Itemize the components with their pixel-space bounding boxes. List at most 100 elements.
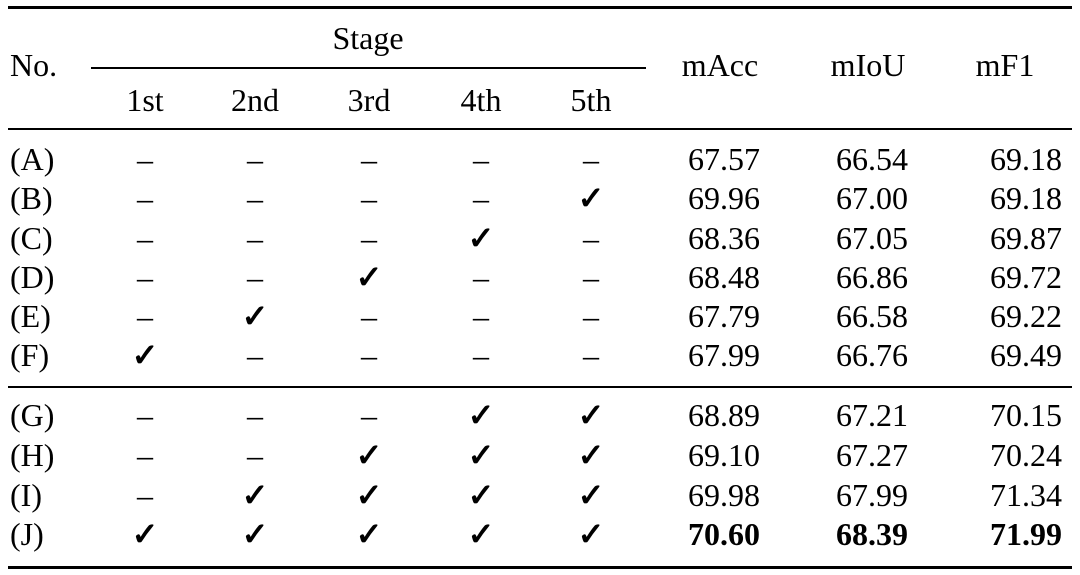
dash-icon: – (361, 220, 377, 256)
stage-cmidrule (91, 67, 646, 69)
dash-icon: – (583, 298, 599, 334)
dash-icon: – (473, 180, 489, 216)
row-label: (J) (10, 516, 44, 552)
header-stage-4: 4th (460, 82, 502, 118)
dash-icon: – (583, 141, 599, 177)
cell-miou: 66.76 (836, 337, 908, 373)
row-label: (E) (10, 298, 51, 334)
row-label: (D) (10, 259, 55, 295)
check-icon: ✓ (131, 337, 159, 373)
cell-macc: 69.96 (688, 180, 760, 216)
dash-icon: – (137, 259, 153, 295)
dash-icon: – (137, 437, 153, 473)
cell-macc: 68.36 (688, 220, 760, 256)
cell-mf1: 69.22 (990, 298, 1062, 334)
dash-icon: – (583, 220, 599, 256)
header-miou: mIoU (830, 47, 906, 83)
cell-mf1: 69.49 (990, 337, 1062, 373)
header-mf1: mF1 (975, 47, 1035, 83)
dash-icon: – (137, 397, 153, 433)
cell-mf1: 71.99 (990, 516, 1062, 552)
cell-miou: 67.99 (836, 477, 908, 513)
cell-mf1: 70.15 (990, 397, 1062, 433)
header-macc: mAcc (681, 47, 759, 83)
dash-icon: – (361, 180, 377, 216)
dash-icon: – (473, 259, 489, 295)
check-icon: ✓ (467, 516, 495, 552)
header-stage-2: 2nd (231, 82, 279, 118)
cell-miou: 66.54 (836, 141, 908, 177)
check-icon: ✓ (355, 437, 383, 473)
dash-icon: – (583, 337, 599, 373)
cell-mf1: 71.34 (990, 477, 1062, 513)
dash-icon: – (247, 220, 263, 256)
dash-icon: – (361, 141, 377, 177)
cell-miou: 66.58 (836, 298, 908, 334)
cell-miou: 67.00 (836, 180, 908, 216)
bottom-rule (8, 566, 1072, 569)
check-icon: ✓ (577, 180, 605, 216)
dash-icon: – (473, 337, 489, 373)
dash-icon: – (247, 437, 263, 473)
check-icon: ✓ (355, 259, 383, 295)
dash-icon: – (137, 180, 153, 216)
dash-icon: – (137, 220, 153, 256)
check-icon: ✓ (241, 516, 269, 552)
dash-icon: – (247, 141, 263, 177)
cell-macc: 68.48 (688, 259, 760, 295)
row-label: (A) (10, 141, 55, 177)
dash-icon: – (473, 141, 489, 177)
row-label: (C) (10, 220, 53, 256)
header-rule (8, 128, 1072, 130)
cell-macc: 69.98 (688, 477, 760, 513)
check-icon: ✓ (355, 477, 383, 513)
cell-mf1: 69.72 (990, 259, 1062, 295)
header-stage: Stage (332, 20, 404, 56)
dash-icon: – (247, 180, 263, 216)
dash-icon: – (361, 298, 377, 334)
dash-icon: – (247, 337, 263, 373)
row-label: (F) (10, 337, 50, 373)
header-stage-5: 5th (570, 82, 612, 118)
cell-macc: 67.79 (688, 298, 760, 334)
dash-icon: – (361, 337, 377, 373)
dash-icon: – (137, 477, 153, 513)
check-icon: ✓ (577, 477, 605, 513)
cell-mf1: 69.18 (990, 141, 1062, 177)
cell-macc: 67.57 (688, 141, 760, 177)
check-icon: ✓ (131, 516, 159, 552)
row-label: (H) (10, 437, 55, 473)
check-icon: ✓ (241, 298, 269, 334)
check-icon: ✓ (467, 477, 495, 513)
dash-icon: – (247, 259, 263, 295)
check-icon: ✓ (577, 437, 605, 473)
dash-icon: – (137, 298, 153, 334)
check-icon: ✓ (467, 437, 495, 473)
cell-macc: 70.60 (688, 516, 760, 552)
cell-miou: 67.27 (836, 437, 908, 473)
check-icon: ✓ (577, 516, 605, 552)
check-icon: ✓ (241, 477, 269, 513)
group-separator-rule (8, 386, 1072, 388)
check-icon: ✓ (577, 397, 605, 433)
row-label: (B) (10, 180, 53, 216)
check-icon: ✓ (355, 516, 383, 552)
dash-icon: – (583, 259, 599, 295)
check-icon: ✓ (467, 220, 495, 256)
top-rule (8, 6, 1072, 9)
cell-miou: 67.21 (836, 397, 908, 433)
row-label: (G) (10, 397, 55, 433)
cell-mf1: 70.24 (990, 437, 1062, 473)
cell-macc: 68.89 (688, 397, 760, 433)
dash-icon: – (473, 298, 489, 334)
cell-macc: 69.10 (688, 437, 760, 473)
header-stage-3: 3rd (347, 82, 391, 118)
cell-miou: 67.05 (836, 220, 908, 256)
row-label: (I) (10, 477, 42, 513)
cell-miou: 66.86 (836, 259, 908, 295)
cell-mf1: 69.18 (990, 180, 1062, 216)
cell-miou: 68.39 (836, 516, 908, 552)
header-no: No. (10, 47, 58, 83)
cell-macc: 67.99 (688, 337, 760, 373)
dash-icon: – (247, 397, 263, 433)
